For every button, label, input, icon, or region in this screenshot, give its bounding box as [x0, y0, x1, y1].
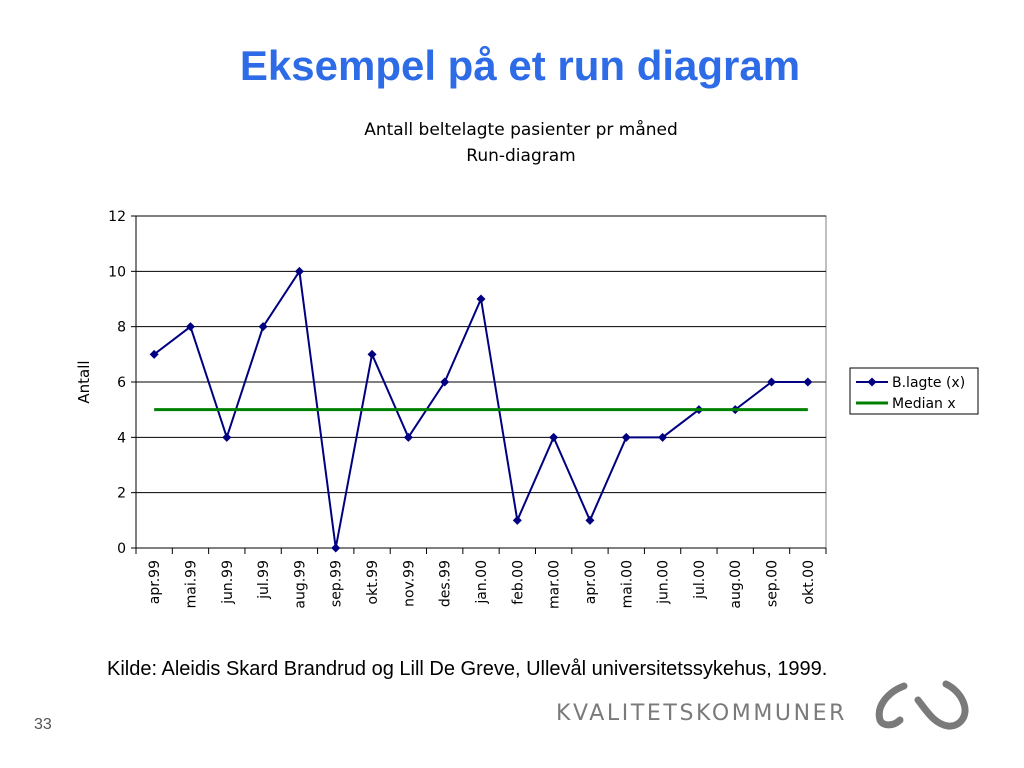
x-tick-label: feb.00 — [510, 560, 526, 605]
data-point — [222, 432, 232, 442]
data-point — [476, 294, 486, 304]
data-point — [549, 432, 559, 442]
data-point — [585, 515, 595, 525]
data-point — [149, 349, 159, 359]
data-point — [440, 377, 450, 387]
x-tick-label: sep.00 — [765, 560, 781, 607]
x-tick-label: jun.99 — [220, 560, 236, 605]
data-point — [258, 322, 268, 332]
y-tick-label: 6 — [117, 375, 126, 391]
data-point — [331, 543, 341, 553]
legend: B.lagte (x) Median x — [849, 367, 979, 415]
data-point — [294, 266, 304, 276]
chart-subtitle: Run-diagram — [466, 146, 575, 166]
x-tick-label: jan.00 — [474, 560, 490, 605]
kvalitetskommuner-logo-icon — [875, 680, 969, 730]
y-tick-label: 8 — [117, 320, 126, 336]
x-tick-label: mar.00 — [547, 560, 563, 609]
y-tick-label: 4 — [117, 430, 126, 446]
x-tick-label: aug.00 — [728, 560, 744, 609]
data-point — [621, 432, 631, 442]
source-caption: Kilde: Aleidis Skard Brandrud og Lill De… — [107, 658, 828, 680]
logo-text: KVALITETSKOMMUNER — [556, 701, 848, 726]
y-axis-label: Antall — [75, 360, 93, 403]
y-tick-label: 10 — [108, 264, 126, 280]
x-tick-label: jul.00 — [692, 560, 708, 600]
y-tick-label: 0 — [117, 541, 126, 557]
x-tick-label: mai.00 — [619, 560, 635, 608]
data-point — [658, 432, 668, 442]
x-tick-label: jun.00 — [656, 560, 672, 605]
data-point — [367, 349, 377, 359]
data-point — [767, 377, 777, 387]
data-point — [803, 377, 813, 387]
plot-area: 0 2 4 6 8 10 12 apr.99 mai.99 jun.99 jul.99 aug.99 s… — [108, 209, 827, 609]
data-point — [185, 322, 195, 332]
x-tick-label: mai.99 — [183, 560, 199, 608]
x-tick-label: aug.99 — [292, 560, 308, 609]
page-number: 33 — [34, 716, 52, 733]
data-point — [403, 432, 413, 442]
legend-box — [849, 367, 979, 415]
x-tick-label: nov.99 — [401, 560, 417, 607]
x-tick-label: apr.00 — [583, 560, 599, 604]
x-tick-label: des.99 — [438, 560, 454, 607]
y-tick-label: 12 — [108, 209, 126, 225]
slide-title: Eksempel på et run diagram — [239, 42, 801, 89]
legend-label-blagte: B.lagte (x) — [892, 375, 965, 391]
x-tick-label: okt.99 — [365, 560, 381, 604]
chart-title: Antall beltelagte pasienter pr måned — [364, 119, 678, 140]
x-tick-label: okt.00 — [801, 560, 817, 604]
data-point — [512, 515, 522, 525]
y-tick-label: 2 — [117, 486, 126, 502]
x-tick-label: jul.99 — [256, 560, 272, 600]
legend-marker — [867, 377, 877, 387]
x-tick-label: apr.99 — [147, 560, 163, 604]
x-tick-label: sep.99 — [329, 560, 345, 607]
legend-label-median: Median x — [892, 396, 956, 412]
